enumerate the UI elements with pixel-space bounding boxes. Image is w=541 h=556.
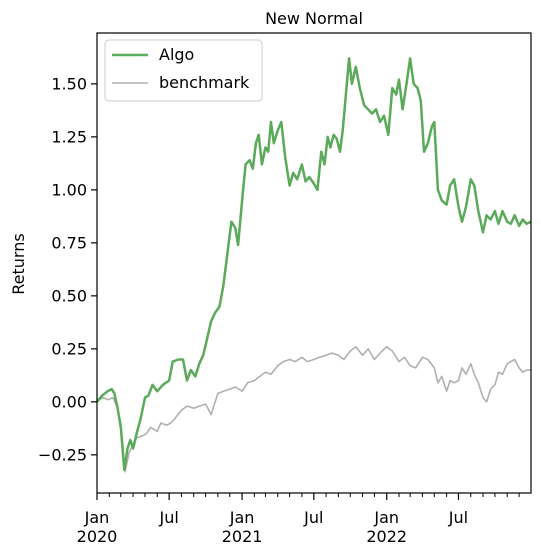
- series-line-benchmark: [96, 345, 531, 473]
- y-tick-label: 0.00: [51, 392, 87, 411]
- legend-label-benchmark: benchmark: [159, 73, 250, 92]
- y-tick-label: 1.00: [51, 180, 87, 199]
- x-tick-year-label: 2022: [366, 527, 407, 546]
- x-tick-year-label: 2021: [222, 527, 263, 546]
- x-tick-label: Jan: [229, 508, 255, 527]
- x-tick-label: Jan: [373, 508, 399, 527]
- y-axis: −0.25 0.00 0.25 0.50 0.75 1.00 1.25 1.50: [38, 74, 97, 464]
- x-tick-year-label: 2020: [77, 527, 118, 546]
- legend: Algo benchmark: [104, 39, 263, 102]
- chart-title: New Normal: [265, 9, 363, 28]
- y-tick-label: 0.50: [51, 286, 87, 305]
- x-tick-label: Jan: [84, 508, 110, 527]
- y-tick-label: 0.25: [51, 339, 87, 358]
- x-tick-label: Jul: [303, 508, 323, 527]
- x-tick-label: Jul: [158, 508, 178, 527]
- series-line-algo: [96, 57, 532, 471]
- y-tick-label: −0.25: [38, 445, 87, 464]
- x-tick-label: Jul: [448, 508, 468, 527]
- y-axis-label: Returns: [9, 233, 28, 294]
- plot-area: [96, 57, 532, 473]
- y-tick-label: 0.75: [51, 233, 87, 252]
- y-tick-label: 1.25: [51, 127, 87, 146]
- y-tick-label: 1.50: [51, 74, 87, 93]
- legend-label-algo: Algo: [159, 45, 194, 64]
